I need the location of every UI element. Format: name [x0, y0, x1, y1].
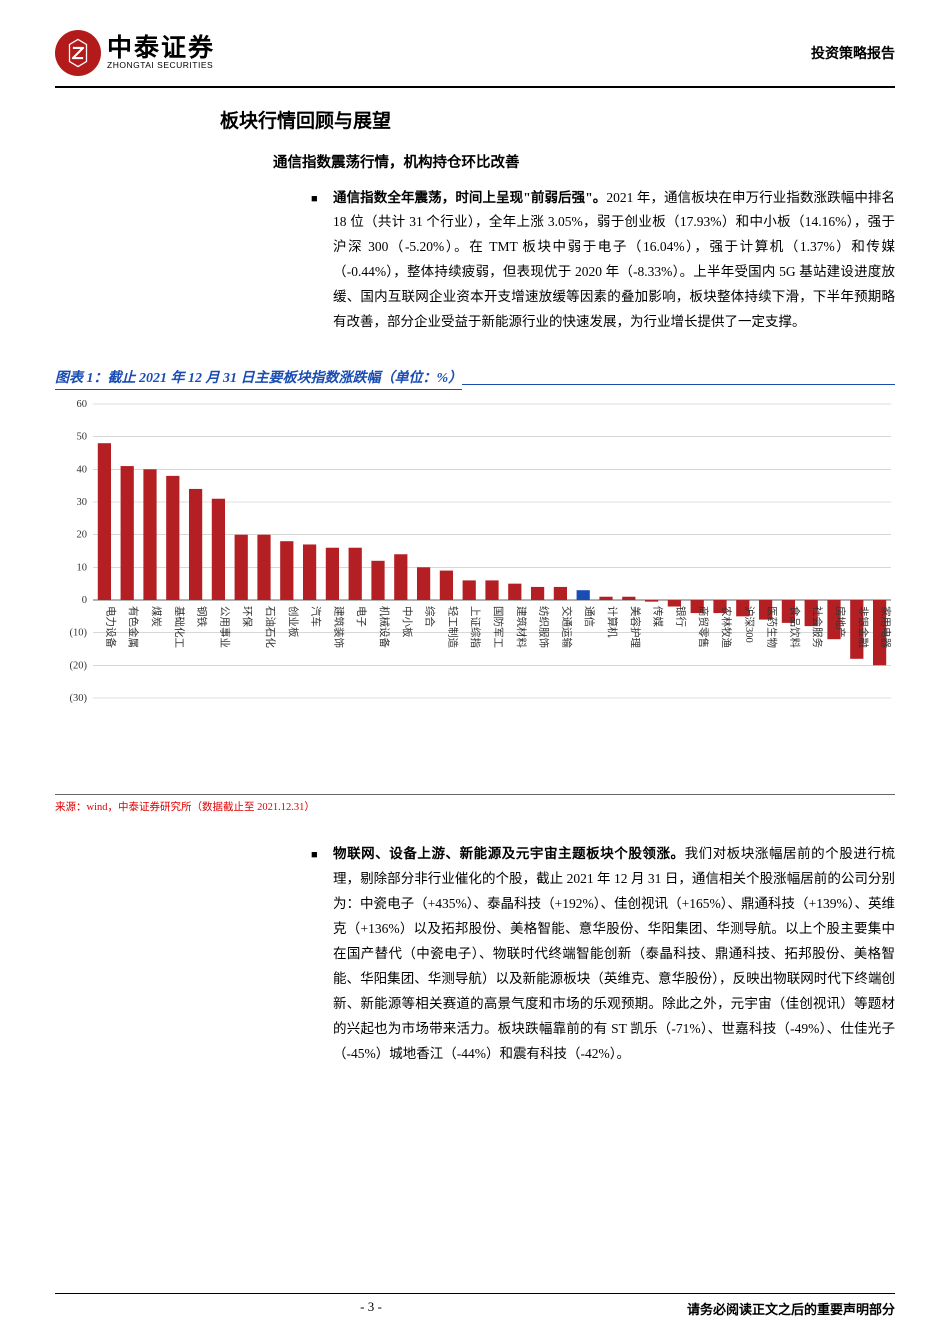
- svg-text:创业板: 创业板: [287, 606, 300, 638]
- svg-text:通信: 通信: [583, 606, 595, 627]
- svg-text:汽车: 汽车: [310, 606, 323, 627]
- svg-text:石油石化: 石油石化: [264, 606, 277, 648]
- svg-text:医药生物: 医药生物: [766, 606, 779, 648]
- svg-text:建筑材料: 建筑材料: [515, 606, 528, 648]
- svg-text:纺织服饰: 纺织服饰: [538, 606, 551, 648]
- svg-text:房地产: 房地产: [834, 606, 847, 638]
- paragraph-1: ■ 通信指数全年震荡，时间上呈现"前弱后强"。2021 年，通信板块在申万行业指…: [333, 186, 895, 336]
- svg-text:环保: 环保: [241, 606, 254, 627]
- svg-text:国防军工: 国防军工: [492, 606, 505, 648]
- svg-text:(10): (10): [70, 628, 88, 639]
- p2-body: 我们对板块涨幅居前的个股进行梳理，剔除部分非行业催化的个股，截止 2021 年 …: [333, 846, 895, 1061]
- paragraph-2: ■ 物联网、设备上游、新能源及元宇宙主题板块个股领涨。我们对板块涨幅居前的个股进…: [333, 842, 895, 1067]
- svg-text:煤炭: 煤炭: [150, 606, 163, 627]
- svg-text:钢铁: 钢铁: [196, 606, 209, 627]
- p1-lead: 通信指数全年震荡，时间上呈现"前弱后强"。: [333, 190, 606, 205]
- logo: 中泰证券 ZHONGTAI SECURITIES: [55, 30, 215, 76]
- svg-text:非银金融: 非银金融: [857, 606, 870, 648]
- svg-text:电子: 电子: [355, 606, 368, 627]
- svg-text:沪深300: 沪深300: [743, 606, 756, 643]
- svg-text:轻工制造: 轻工制造: [446, 606, 459, 648]
- bullet-icon: ■: [311, 845, 318, 865]
- report-type: 投资策略报告: [811, 43, 895, 63]
- logo-icon: [55, 30, 101, 76]
- svg-text:社会服务: 社会服务: [811, 606, 824, 648]
- svg-text:有色金属: 有色金属: [127, 606, 140, 648]
- svg-text:家用电器: 家用电器: [880, 606, 893, 648]
- svg-text:食品饮料: 食品饮料: [788, 606, 801, 648]
- chart-source: 来源：wind，中泰证券研究所（数据截止至 2021.12.31）: [55, 799, 895, 814]
- page-footer: - 3 - 请务必阅读正文之后的重要声明部分: [55, 1299, 895, 1318]
- svg-text:银行: 银行: [674, 606, 687, 627]
- bullet-icon: ■: [311, 189, 318, 209]
- svg-text:60: 60: [77, 399, 88, 410]
- svg-text:农林牧渔: 农林牧渔: [720, 606, 733, 648]
- figure-title-line: [462, 384, 895, 385]
- footer-disclaimer: 请务必阅读正文之后的重要声明部分: [687, 1299, 895, 1318]
- svg-text:商贸零售: 商贸零售: [697, 606, 710, 648]
- svg-text:综合: 综合: [424, 606, 437, 628]
- section-title: 板块行情回顾与展望: [220, 106, 895, 133]
- svg-text:30: 30: [77, 497, 88, 508]
- svg-text:20: 20: [77, 530, 88, 541]
- svg-text:传媒: 传媒: [652, 606, 665, 627]
- p2-lead: 物联网、设备上游、新能源及元宇宙主题板块个股领涨。: [333, 846, 685, 861]
- svg-text:(30): (30): [70, 693, 88, 704]
- svg-text:中小板: 中小板: [401, 606, 414, 638]
- p1-body: 2021 年，通信板块在申万行业指数涨跌幅中排名 18 位（共计 31 个行业）…: [333, 190, 895, 330]
- svg-text:公用事业: 公用事业: [218, 606, 231, 648]
- svg-text:美容护理: 美容护理: [629, 606, 642, 648]
- page-number: - 3 -: [360, 1299, 382, 1318]
- logo-text-en: ZHONGTAI SECURITIES: [107, 61, 215, 70]
- svg-text:电力设备: 电力设备: [104, 606, 117, 648]
- header-rule: [55, 86, 895, 88]
- svg-text:上证综指: 上证综指: [469, 606, 482, 648]
- svg-text:0: 0: [82, 595, 87, 606]
- svg-text:机械设备: 机械设备: [378, 606, 391, 648]
- svg-text:10: 10: [77, 563, 88, 574]
- svg-text:基础化工: 基础化工: [173, 606, 186, 648]
- logo-text-cn: 中泰证券: [107, 36, 215, 61]
- svg-text:交通运输: 交通运输: [560, 606, 573, 648]
- footer-rule: [55, 1293, 895, 1294]
- figure-title: 图表 1：截止 2021 年 12 月 31 日主要板块指数涨跌幅（单位：%）: [55, 365, 462, 390]
- svg-text:50: 50: [77, 432, 88, 443]
- svg-text:(20): (20): [70, 661, 88, 672]
- bar-chart: (30) (20) (10) 0 10 20 30 40 50 60 电力设备有色金属煤炭基础化工钢…: [55, 396, 895, 796]
- svg-text:建筑装饰: 建筑装饰: [332, 606, 345, 648]
- sub-section-title: 通信指数震荡行情，机构持仓环比改善: [273, 151, 895, 172]
- svg-text:40: 40: [77, 465, 88, 476]
- page-header: 中泰证券 ZHONGTAI SECURITIES 投资策略报告: [55, 30, 895, 76]
- svg-text:计算机: 计算机: [606, 606, 619, 638]
